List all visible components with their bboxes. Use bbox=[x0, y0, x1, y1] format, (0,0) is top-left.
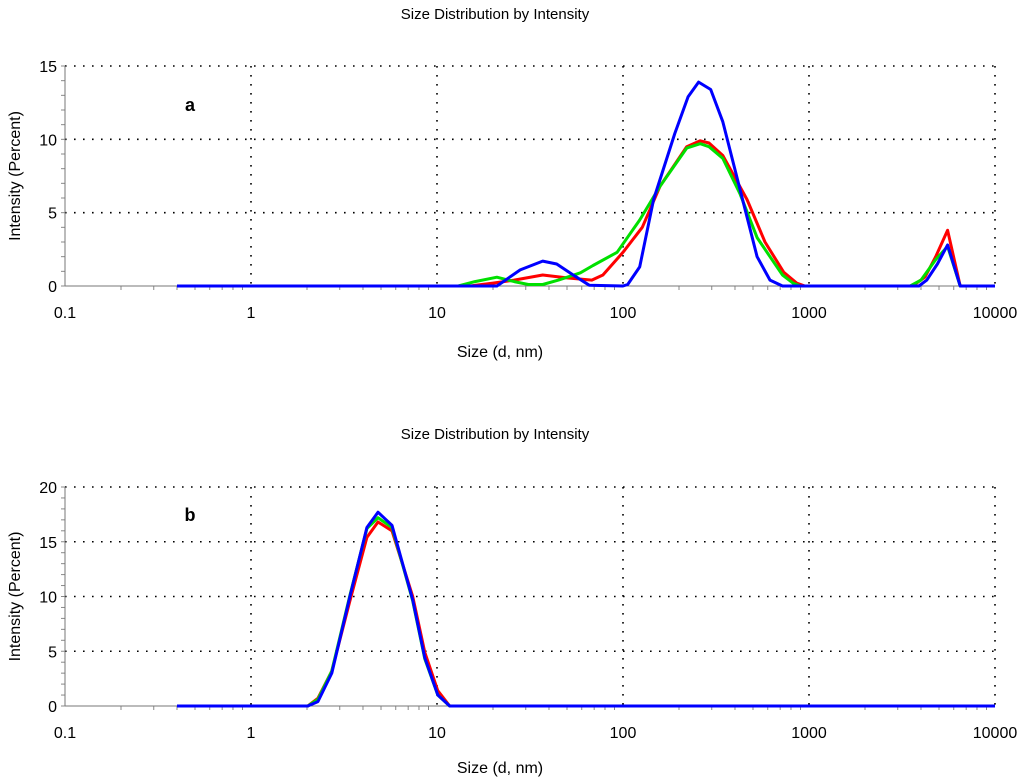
chart-title: Size Distribution by Intensity bbox=[401, 6, 590, 23]
panel-label: a bbox=[185, 95, 196, 115]
x-axis-label: Size (d, nm) bbox=[457, 760, 543, 777]
series-line-green bbox=[177, 142, 995, 288]
y-tick-label: 5 bbox=[48, 206, 57, 223]
series-line-blue bbox=[177, 510, 995, 708]
y-axis-label: Intensity (Percent) bbox=[7, 532, 24, 662]
series-line-red bbox=[177, 520, 995, 708]
y-tick-label: 15 bbox=[39, 535, 57, 552]
x-tick-label: 10 bbox=[428, 305, 446, 322]
x-tick-label: 1000 bbox=[791, 305, 827, 322]
y-tick-label: 0 bbox=[48, 279, 57, 296]
y-axis-label: Intensity (Percent) bbox=[7, 111, 24, 241]
y-tick-label: 10 bbox=[39, 590, 57, 607]
y-tick-label: 10 bbox=[39, 132, 57, 149]
x-tick-label: 1 bbox=[247, 725, 256, 742]
x-tick-label: 10000 bbox=[973, 305, 1018, 322]
x-axis-label: Size (d, nm) bbox=[457, 344, 543, 361]
y-tick-label: 15 bbox=[39, 59, 57, 76]
x-tick-label: 100 bbox=[610, 305, 637, 322]
chart-title: Size Distribution by Intensity bbox=[401, 426, 590, 443]
series-line-green bbox=[177, 516, 995, 708]
x-tick-label: 0.1 bbox=[54, 725, 76, 742]
panel-label: b bbox=[185, 505, 196, 525]
x-tick-label: 100 bbox=[610, 725, 637, 742]
y-tick-label: 5 bbox=[48, 644, 57, 661]
x-tick-label: 1000 bbox=[791, 725, 827, 742]
x-tick-label: 1 bbox=[247, 305, 256, 322]
y-tick-label: 0 bbox=[48, 699, 57, 716]
x-tick-label: 10000 bbox=[973, 725, 1018, 742]
series-line-blue bbox=[177, 80, 995, 288]
y-tick-label: 20 bbox=[39, 480, 57, 497]
x-tick-label: 10 bbox=[428, 725, 446, 742]
x-tick-label: 0.1 bbox=[54, 305, 76, 322]
